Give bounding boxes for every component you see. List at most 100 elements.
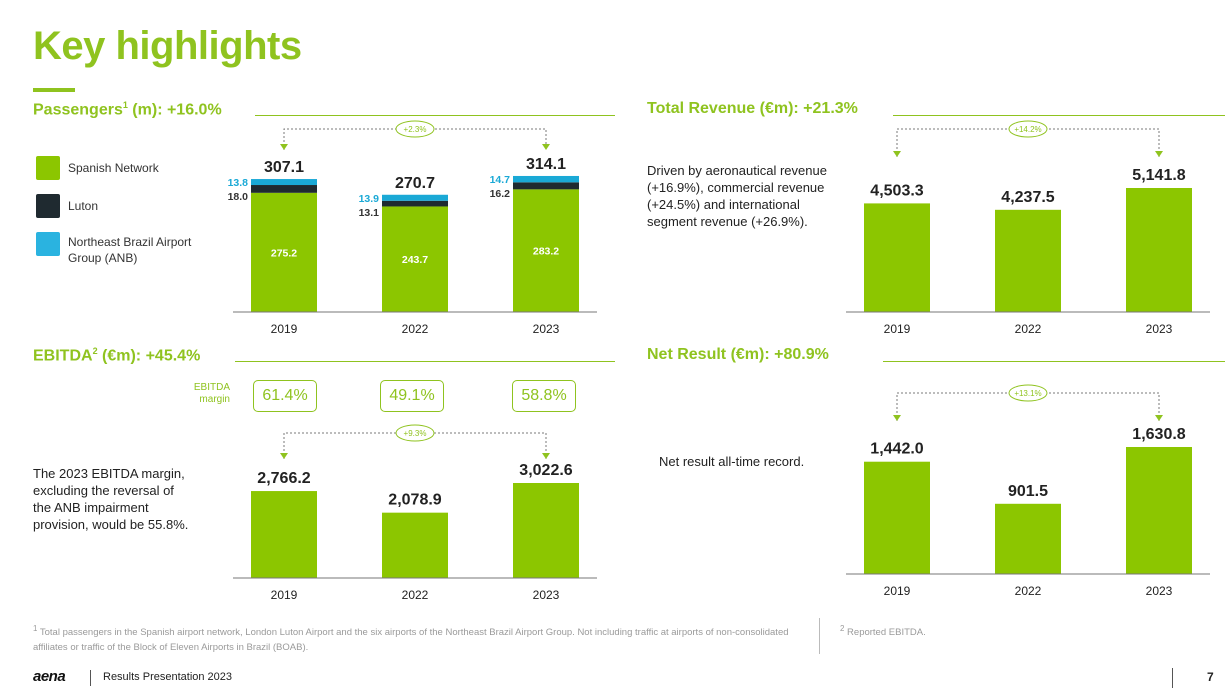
ebitda-category-label-2019: 2019	[271, 588, 298, 602]
passengers-title-rule	[255, 115, 615, 116]
ebitda-value-label-2019: 2,766.2	[257, 470, 310, 487]
passengers-title-footnote-mark: 1	[122, 100, 128, 110]
revenue-growth-arrowhead-start	[893, 151, 901, 157]
ebitda-growth-badge	[395, 424, 435, 442]
passengers-value-anb-2023: 14.7	[490, 174, 511, 186]
revenue-bar-2022	[995, 209, 1061, 312]
revenue-category-label-2023: 2023	[1146, 322, 1173, 336]
passengers-category-label-2023: 2023	[533, 322, 560, 336]
net-result-growth-label: +13.1%	[1014, 389, 1041, 398]
ebitda-growth-arrowhead-start	[280, 453, 288, 459]
footer-page-divider	[1172, 668, 1173, 688]
legend-label-anb: Northeast Brazil Airport Group (ANB)	[68, 235, 192, 265]
revenue-growth-connector	[896, 128, 1160, 157]
passengers-value-anb-2022: 13.9	[359, 193, 380, 205]
legend-label-luton: Luton	[68, 199, 99, 213]
passengers-bar-spanish-2019	[251, 192, 317, 312]
passengers-bar-anb-2022	[382, 194, 448, 201]
legend-swatch-luton	[36, 194, 60, 218]
passengers-bar-luton-2019	[251, 185, 317, 193]
passengers-growth-arrowhead-end	[542, 144, 550, 150]
passengers-value-spanish-2023: 283.2	[533, 246, 559, 258]
legend-swatch-spanish	[36, 156, 60, 180]
revenue-growth-label: +14.2%	[1014, 125, 1041, 134]
revenue-bar-2023	[1126, 188, 1192, 312]
ebitda-category-label-2022: 2022	[402, 588, 429, 602]
passengers-title-main: Passengers	[33, 101, 123, 119]
ebitda-growth-arrowhead-end	[542, 453, 550, 459]
passengers-value-anb-2019: 13.8	[228, 177, 249, 189]
page-number: 7	[1207, 670, 1214, 684]
ebitda-value-label-2023: 3,022.6	[519, 462, 572, 479]
net-result-value-label-2022: 901.5	[1008, 483, 1048, 500]
passengers-value-luton-2022: 13.1	[359, 207, 380, 219]
revenue-value-label-2019: 4,503.3	[870, 182, 923, 199]
ebitda-margin-2023: 58.8%	[512, 380, 576, 412]
revenue-growth-badge	[1008, 120, 1048, 138]
footer-divider	[90, 670, 91, 686]
aena-logo: aena	[33, 668, 66, 685]
passengers-bar-luton-2023	[513, 182, 579, 190]
ebitda-category-label-2023: 2023	[533, 588, 560, 602]
passengers-bar-spanish-2022	[382, 206, 448, 312]
ebitda-bar-2022	[382, 512, 448, 578]
net-result-value-label-2023: 1,630.8	[1132, 426, 1185, 443]
net-result-bar-2023	[1126, 447, 1192, 574]
passengers-total-label-2022: 270.7	[395, 175, 435, 192]
net-result-growth-connector	[896, 392, 1160, 421]
net-result-category-label-2022: 2022	[1015, 584, 1042, 598]
passengers-growth-label: +2.3%	[404, 125, 427, 134]
passengers-category-label-2022: 2022	[402, 322, 429, 336]
passengers-bar-spanish-2023	[513, 189, 579, 312]
ebitda-growth-label: +9.3%	[404, 429, 427, 438]
passengers-value-spanish-2022: 243.7	[402, 254, 428, 266]
ebitda-title-rest: (€m): +45.4%	[97, 347, 201, 365]
net-result-category-label-2023: 2023	[1146, 584, 1173, 598]
revenue-category-label-2022: 2022	[1015, 322, 1042, 336]
ebitda-section-title: EBITDA2 (€m): +45.4%	[33, 346, 200, 365]
passengers-value-luton-2019: 18.0	[228, 191, 249, 203]
net-result-growth-badge	[1008, 384, 1048, 402]
ebitda-margin-2019: 61.4%	[253, 380, 317, 412]
revenue-category-label-2019: 2019	[884, 322, 911, 336]
legend-swatch-anb	[36, 232, 60, 256]
ebitda-title-main: EBITDA	[33, 347, 93, 365]
net-result-growth-arrowhead-end	[1155, 415, 1163, 421]
passengers-category-label-2019: 2019	[271, 322, 298, 336]
page-title: Key highlights	[33, 24, 302, 68]
revenue-section-title: Total Revenue (€m): +21.3%	[647, 100, 858, 117]
ebitda-title-footnote-mark: 2	[92, 346, 98, 356]
net-result-section-title: Net Result (€m): +80.9%	[647, 346, 829, 363]
legend-label-spanish: Spanish Network	[68, 161, 159, 175]
footnote-2-text: Reported EBITDA.	[847, 627, 926, 639]
revenue-value-label-2022: 4,237.5	[1001, 189, 1054, 206]
footer-presentation-title: Results Presentation 2023	[103, 671, 233, 683]
passengers-growth-arrowhead-start	[280, 144, 288, 150]
passengers-bar-anb-2019	[251, 179, 317, 186]
ebitda-title-rule	[235, 361, 615, 362]
passengers-growth-badge	[395, 120, 435, 138]
ebitda-bar-2019	[251, 491, 317, 578]
revenue-description: Driven by aeronautical revenue (+16.9%),…	[647, 163, 827, 229]
net-result-category-label-2019: 2019	[884, 584, 911, 598]
net-result-title-rule	[883, 361, 1225, 362]
title-underline	[33, 88, 75, 92]
revenue-value-label-2023: 5,141.8	[1132, 167, 1185, 184]
revenue-title-rule	[893, 115, 1225, 116]
footnote-1-mark: 1	[33, 624, 38, 633]
passengers-bar-anb-2023	[513, 175, 579, 183]
footnote-2: 2 Reported EBITDA.	[840, 621, 926, 640]
passengers-total-label-2023: 314.1	[526, 156, 566, 173]
net-result-value-label-2019: 1,442.0	[870, 441, 923, 458]
net-result-growth-arrowhead-start	[893, 415, 901, 421]
passengers-title-rest: (m): +16.0%	[127, 101, 222, 119]
passengers-bar-luton-2022	[382, 200, 448, 207]
passengers-value-spanish-2019: 275.2	[271, 247, 297, 259]
ebitda-value-label-2022: 2,078.9	[388, 492, 441, 509]
ebitda-margin-2022: 49.1%	[380, 380, 444, 412]
passengers-value-luton-2023: 16.2	[490, 188, 511, 200]
net-result-bar-2019	[864, 461, 930, 574]
